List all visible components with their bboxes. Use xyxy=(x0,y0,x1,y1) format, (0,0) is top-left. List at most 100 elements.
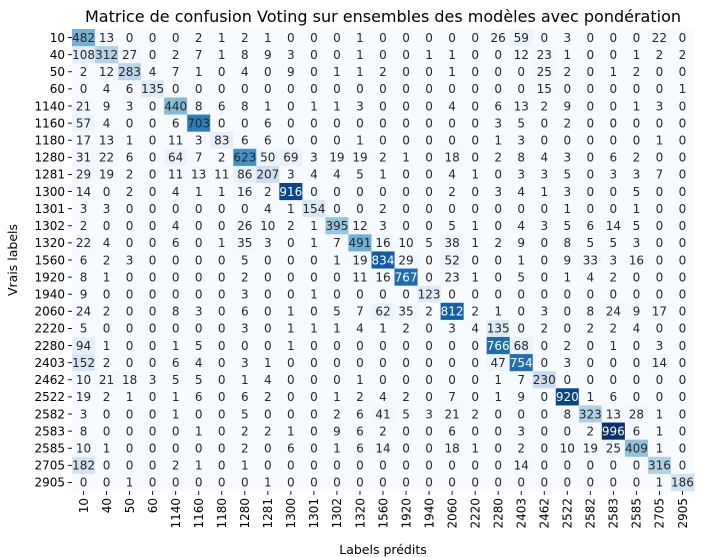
cell-value: 0 xyxy=(310,305,318,319)
cell-value: 0 xyxy=(633,390,641,404)
heatmap-cell xyxy=(440,371,465,389)
cell-value: 1 xyxy=(218,31,226,45)
heatmap-cell xyxy=(279,268,303,287)
heatmap-cell xyxy=(601,251,626,269)
cell-value: 1 xyxy=(471,442,479,456)
y-tick-label: 2403 xyxy=(34,356,65,370)
cell-value: 0 xyxy=(540,270,548,284)
heatmap-cell xyxy=(555,422,580,441)
heatmap-cell xyxy=(72,234,96,252)
cell-value: 812 xyxy=(441,305,464,319)
cell-value: 2 xyxy=(425,305,433,319)
heatmap-cell xyxy=(394,285,418,304)
cell-value: 0 xyxy=(517,476,525,490)
cell-value: 2 xyxy=(656,48,664,62)
cell-value: 7 xyxy=(195,151,203,165)
cell-value: 0 xyxy=(610,185,618,199)
cell-value: 0 xyxy=(402,288,410,302)
heatmap-cell xyxy=(72,148,96,167)
cell-value: 1 xyxy=(656,424,664,438)
cell-value: 3 xyxy=(633,236,641,250)
cell-value: 0 xyxy=(333,134,341,148)
cell-value: 0 xyxy=(679,219,687,233)
heatmap-cell xyxy=(647,285,672,304)
cell-value: 1 xyxy=(494,373,502,387)
cell-value: 0 xyxy=(633,339,641,353)
heatmap-cell xyxy=(555,337,580,355)
cell-value: 0 xyxy=(402,65,410,79)
heatmap-cell xyxy=(417,97,441,115)
heatmap-cell xyxy=(371,268,395,287)
heatmap-cell xyxy=(325,422,349,441)
heatmap-cell xyxy=(325,371,349,389)
cell-value: 0 xyxy=(448,31,456,45)
heatmap-cell xyxy=(624,302,649,321)
heatmap-cell xyxy=(555,217,580,235)
heatmap-cell xyxy=(118,371,142,389)
cell-value: 6 xyxy=(172,236,180,250)
cell-value: 0 xyxy=(610,134,618,148)
heatmap-cell xyxy=(72,46,96,64)
cell-value: 0 xyxy=(195,202,203,216)
cell-value: 4 xyxy=(103,236,111,250)
heatmap-cell xyxy=(670,473,695,492)
cell-value: 0 xyxy=(425,270,433,284)
cell-value: 2 xyxy=(379,202,387,216)
heatmap-cell xyxy=(463,371,488,389)
cell-value: 0 xyxy=(195,322,203,336)
heatmap-cell xyxy=(141,251,165,269)
heatmap-cell xyxy=(463,337,488,355)
heatmap-cell xyxy=(279,251,303,269)
cell-value: 0 xyxy=(517,288,525,302)
cell-value: 3 xyxy=(517,424,525,438)
cell-value: 11 xyxy=(168,168,183,182)
cell-value: 6 xyxy=(356,407,364,421)
cell-value: 0 xyxy=(425,253,433,267)
heatmap-cell xyxy=(164,97,188,115)
cell-value: 1 xyxy=(103,270,111,284)
heatmap-cell xyxy=(532,473,557,492)
heatmap-cell xyxy=(302,422,326,441)
cell-value: 1 xyxy=(517,253,525,267)
heatmap-cell xyxy=(601,422,626,441)
cell-value: 4 xyxy=(517,219,525,233)
heatmap-cell xyxy=(302,456,326,475)
cell-value: 0 xyxy=(218,253,226,267)
heatmap-cell xyxy=(256,200,280,218)
cell-value: 1 xyxy=(126,476,134,490)
heatmap-cell xyxy=(555,114,580,133)
heatmap-cell xyxy=(187,80,211,98)
cell-value: 2 xyxy=(540,322,548,336)
heatmap-cell xyxy=(302,97,326,115)
heatmap-cell xyxy=(509,29,534,47)
x-tick-label: 1300 xyxy=(284,498,298,529)
heatmap-cell xyxy=(394,29,418,47)
cell-value: 2 xyxy=(517,442,525,456)
cell-value: 0 xyxy=(540,134,548,148)
cell-value: 0 xyxy=(310,442,318,456)
cell-value: 62 xyxy=(375,305,390,319)
cell-value: 2 xyxy=(241,442,249,456)
cell-value: 0 xyxy=(679,373,687,387)
cell-value: 14 xyxy=(375,442,390,456)
cell-value: 0 xyxy=(264,459,272,473)
cell-value: 0 xyxy=(287,390,295,404)
heatmap-cell xyxy=(440,422,465,441)
heatmap-cell xyxy=(118,473,142,492)
cell-value: 0 xyxy=(656,253,664,267)
cell-value: 0 xyxy=(425,459,433,473)
cell-value: 1 xyxy=(310,288,318,302)
heatmap-cell xyxy=(578,114,603,133)
y-tick-label: 1940 xyxy=(34,288,65,302)
heatmap-cell xyxy=(417,46,441,64)
cell-value: 1 xyxy=(195,65,203,79)
cell-value: 2 xyxy=(448,185,456,199)
heatmap-cell xyxy=(394,354,418,372)
heatmap-cell xyxy=(95,371,119,389)
heatmap-cell xyxy=(601,183,626,201)
cell-value: 0 xyxy=(425,356,433,370)
heatmap-cell xyxy=(578,371,603,389)
cell-value: 0 xyxy=(471,116,479,130)
x-tick-label: 2522 xyxy=(561,498,575,529)
heatmap-cell xyxy=(624,354,649,372)
